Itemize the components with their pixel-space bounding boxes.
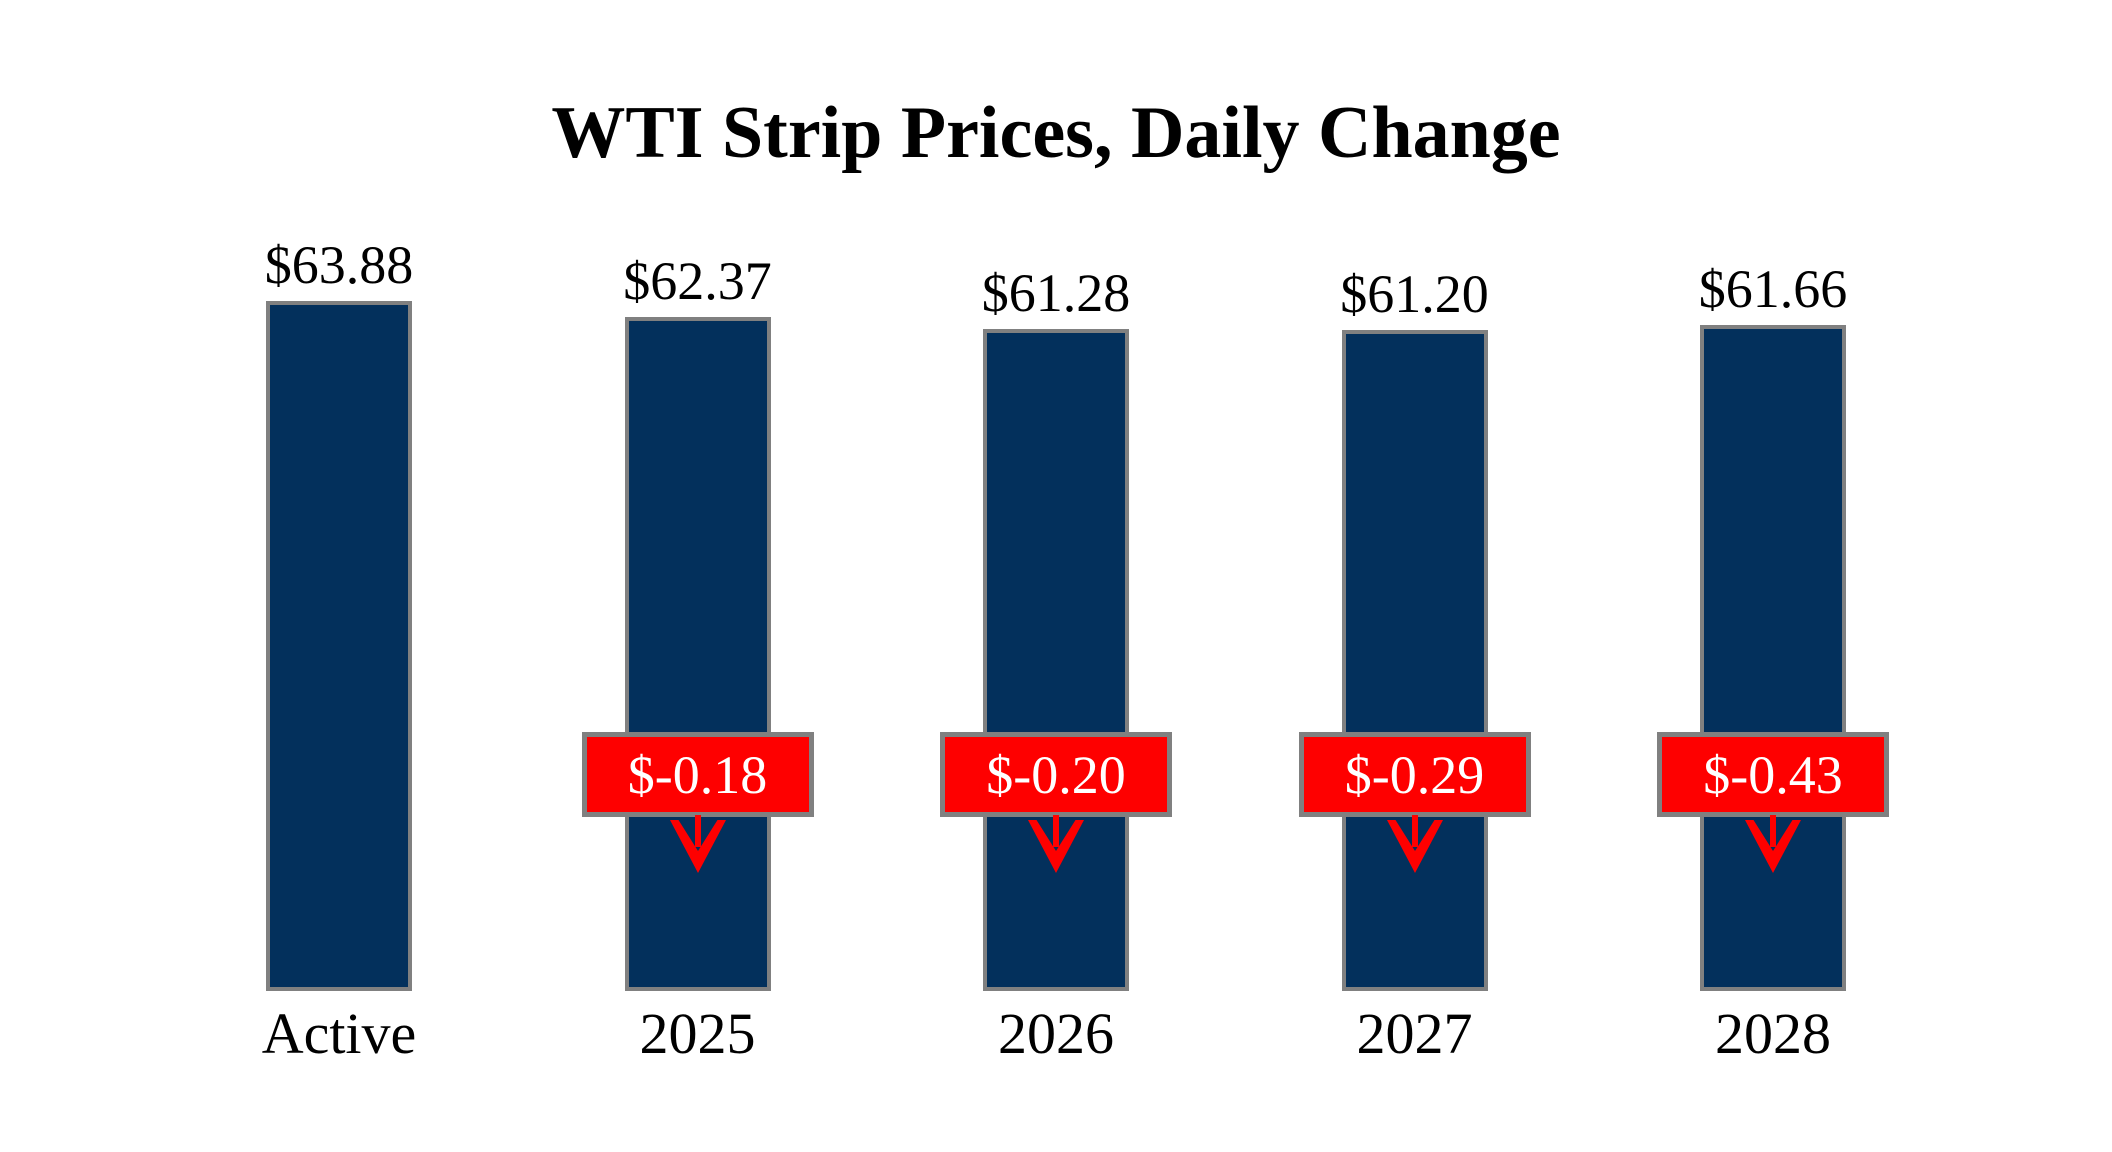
bar-group: $61.66 $-0.43 2028: [1593, 0, 1953, 1152]
chart-title: WTI Strip Prices, Daily Change: [551, 92, 1561, 174]
down-arrow-icon: [1028, 815, 1084, 873]
bar: [983, 329, 1129, 991]
bar: [624, 317, 771, 991]
category-label: 2028: [1715, 1001, 1831, 1066]
change-badge: $-0.18: [581, 732, 814, 817]
bar-group: $63.88 Active: [159, 0, 519, 1152]
category-label: Active: [261, 1001, 417, 1066]
bar-group: $61.20 $-0.29 2027: [1235, 0, 1595, 1152]
bar: [266, 301, 412, 991]
change-badge-label: $-0.29: [1344, 744, 1485, 805]
bar: [1700, 325, 1846, 991]
category-label: 2027: [1356, 1001, 1473, 1066]
category-label: 2026: [998, 1001, 1114, 1066]
bar-group: $62.37 $-0.18 2025: [518, 0, 878, 1152]
category-label: 2025: [639, 1001, 756, 1066]
change-badge: $-0.43: [1657, 732, 1889, 817]
change-badge: $-0.29: [1298, 732, 1531, 817]
down-arrow-icon: [669, 815, 726, 873]
bar-value-label: $61.66: [1698, 258, 1848, 319]
bar-value-label: $63.88: [264, 234, 414, 295]
bar: [1341, 330, 1488, 991]
bar-value-label: $62.37: [623, 250, 772, 311]
down-arrow-icon: [1386, 815, 1443, 873]
change-badge: $-0.20: [940, 732, 1172, 817]
change-badge-label: $-0.18: [627, 744, 768, 805]
bar-value-label: $61.28: [981, 262, 1131, 323]
bar-group: $61.28 $-0.20 2026: [876, 0, 1236, 1152]
bar-value-label: $61.20: [1340, 263, 1489, 324]
change-badge-label: $-0.20: [986, 744, 1126, 805]
change-badge-label: $-0.43: [1703, 744, 1843, 805]
down-arrow-icon: [1745, 815, 1801, 873]
